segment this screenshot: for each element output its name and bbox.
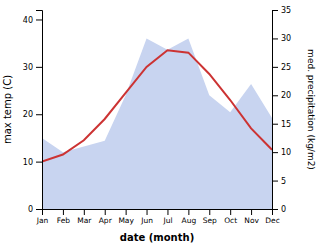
- tick: Apr: [99, 209, 113, 225]
- y-axis-line: [36, 11, 43, 210]
- tick-mark: [272, 152, 278, 153]
- tick-mark: [272, 67, 278, 68]
- tick-label: 20: [23, 110, 33, 119]
- tick-label: Dec: [265, 216, 280, 225]
- tick: Aug: [182, 209, 197, 225]
- tick-mark: [167, 209, 168, 215]
- tick: 20: [272, 91, 291, 100]
- tick: Feb: [57, 209, 71, 225]
- tick-mark: [272, 38, 278, 39]
- tick-mark: [188, 209, 189, 215]
- tick-label: 10: [281, 148, 291, 157]
- y-axis: 0 10 20 30 40: [23, 11, 43, 215]
- tick-label: 0: [28, 205, 33, 214]
- chart: JanFebMarAprMayJunJulAugSepOctNovDec0102…: [0, 0, 318, 247]
- tick: Jan: [36, 209, 49, 225]
- tick-label: Apr: [99, 216, 113, 225]
- tick-label: 0: [281, 205, 286, 214]
- tick-label: Nov: [244, 216, 259, 225]
- tick: 30: [23, 63, 42, 72]
- tick-mark: [36, 67, 42, 68]
- tick-label: Jul: [162, 216, 172, 225]
- tick: 10: [272, 148, 291, 157]
- tick: Jul: [162, 209, 172, 225]
- tick-mark: [230, 209, 231, 215]
- y2-axis-title: med. precipitation (kg/m2): [306, 49, 316, 170]
- precip-area: [42, 38, 272, 209]
- tick-label: 10: [23, 158, 33, 167]
- tick-label: Jun: [140, 216, 153, 225]
- tick-label: Jan: [36, 216, 49, 225]
- plot: JanFebMarAprMayJunJulAugSepOctNovDec0102…: [23, 6, 291, 225]
- y2-axis-line: [273, 11, 279, 210]
- x-axis: Jan Feb Mar Apr May Jun Jul Aug Sep Oct Nov Dec: [36, 209, 280, 225]
- tick-mark: [272, 10, 278, 11]
- tick-label: 35: [281, 6, 291, 15]
- tick: 5: [272, 177, 286, 186]
- marks: [42, 38, 272, 209]
- tick-label: Aug: [182, 216, 197, 225]
- tick-label: Oct: [224, 216, 237, 225]
- tick: Sep: [203, 209, 217, 225]
- tick: 40: [23, 16, 42, 25]
- tick: 25: [272, 63, 291, 72]
- tick-mark: [63, 209, 64, 215]
- tick: 15: [272, 120, 291, 129]
- tick: 10: [23, 158, 42, 167]
- tick-mark: [126, 209, 127, 215]
- tick: 30: [272, 34, 291, 43]
- tick: Dec: [265, 209, 280, 225]
- tick: 35: [272, 6, 291, 15]
- tick-label: 40: [23, 16, 33, 25]
- tick-label: Sep: [203, 216, 217, 225]
- tick-label: May: [118, 216, 134, 225]
- tick-mark: [272, 95, 278, 96]
- tick-mark: [209, 209, 210, 215]
- x-axis-title: date (month): [120, 232, 194, 243]
- tick-label: 5: [281, 177, 286, 186]
- y-axis-title: max temp (C): [2, 75, 13, 144]
- tick-label: 20: [281, 91, 291, 100]
- tick-mark: [272, 181, 278, 182]
- tick-label: Feb: [57, 216, 71, 225]
- tick-mark: [36, 162, 42, 163]
- tick: May: [118, 209, 134, 225]
- tick-mark: [105, 209, 106, 215]
- temp-line: [42, 50, 272, 161]
- tick-mark: [36, 209, 42, 210]
- tick: Nov: [244, 209, 259, 225]
- y2-axis: 0 5 10 15 20 25 30 35: [272, 6, 291, 214]
- tick: 0: [272, 205, 286, 214]
- tick: 20: [23, 110, 42, 119]
- x-axis-line: [43, 210, 273, 216]
- tick: 0: [28, 205, 42, 214]
- tick-mark: [84, 209, 85, 215]
- tick-mark: [36, 19, 42, 20]
- tick: Jun: [140, 209, 153, 225]
- tick-mark: [272, 209, 278, 210]
- tick-mark: [147, 209, 148, 215]
- tick-label: 15: [281, 120, 291, 129]
- tick: Oct: [224, 209, 237, 225]
- tick-mark: [251, 209, 252, 215]
- tick-mark: [272, 124, 278, 125]
- tick-label: 30: [281, 34, 291, 43]
- tick-mark: [36, 114, 42, 115]
- tick-label: 30: [23, 63, 33, 72]
- tick-label: Mar: [77, 216, 92, 225]
- tick: Mar: [77, 209, 92, 225]
- tick-label: 25: [281, 63, 291, 72]
